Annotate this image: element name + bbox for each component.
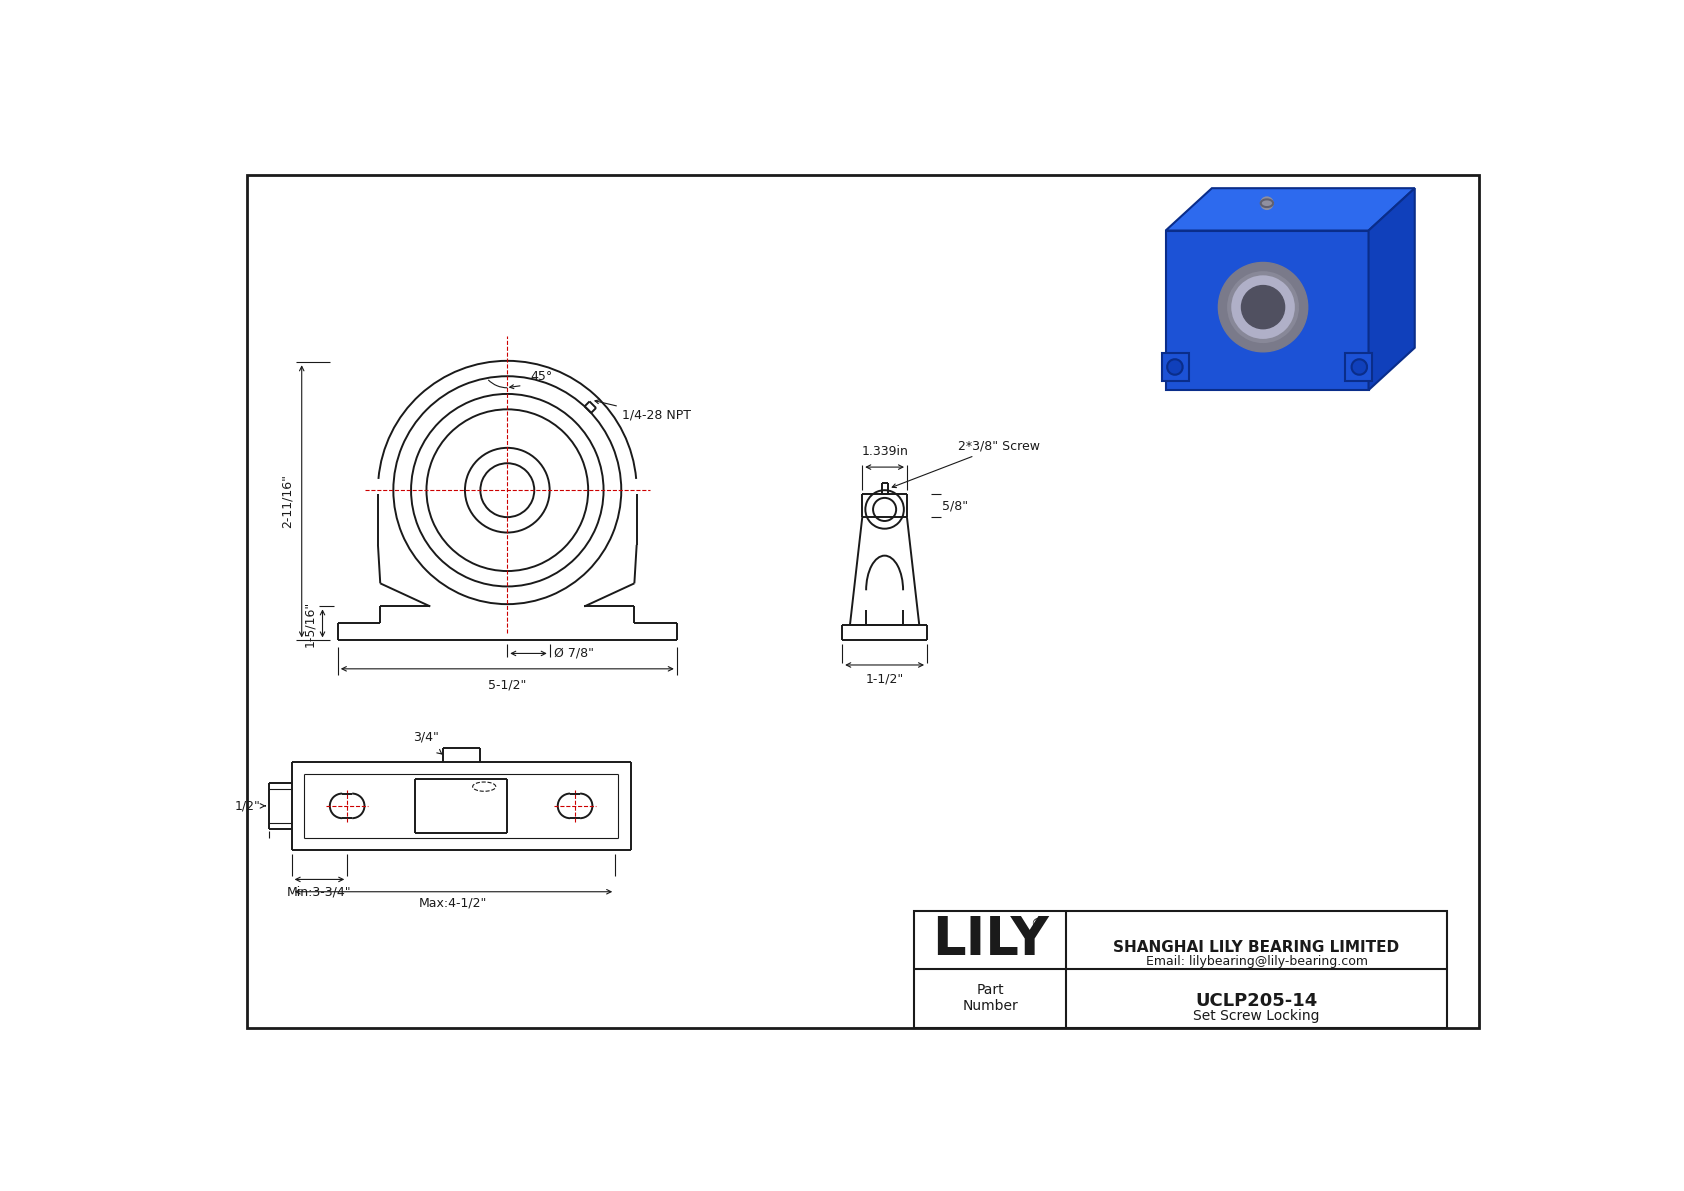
Text: Max:4-1/2": Max:4-1/2" — [419, 897, 488, 910]
Text: 45°: 45° — [530, 369, 552, 382]
Text: Ø 7/8": Ø 7/8" — [554, 647, 593, 660]
Text: 1/2": 1/2" — [236, 799, 261, 812]
Polygon shape — [1346, 353, 1372, 381]
Text: 2-11/16": 2-11/16" — [280, 474, 293, 529]
Polygon shape — [1162, 353, 1189, 381]
Text: Set Screw Locking: Set Screw Locking — [1194, 1009, 1320, 1023]
Text: 1/4-28 NPT: 1/4-28 NPT — [594, 400, 690, 422]
Circle shape — [1241, 286, 1285, 329]
Circle shape — [1219, 262, 1308, 351]
Text: SHANGHAI LILY BEARING LIMITED: SHANGHAI LILY BEARING LIMITED — [1113, 940, 1399, 955]
Text: LILY: LILY — [931, 913, 1049, 966]
Text: Part
Number: Part Number — [962, 984, 1017, 1014]
Text: 5/8": 5/8" — [943, 499, 968, 512]
Text: Email: lilybearing@lily-bearing.com: Email: lilybearing@lily-bearing.com — [1145, 955, 1367, 968]
Circle shape — [1261, 197, 1273, 210]
Bar — [914, 911, 1447, 1028]
Polygon shape — [1369, 188, 1415, 391]
Text: 3/4": 3/4" — [413, 731, 440, 744]
Text: 1-1/2": 1-1/2" — [866, 673, 904, 686]
Polygon shape — [1165, 188, 1415, 231]
Text: 5-1/2": 5-1/2" — [488, 679, 527, 692]
Text: 1.339in: 1.339in — [861, 445, 908, 457]
Text: 1-5/16": 1-5/16" — [303, 600, 317, 647]
Text: Min:3-3/4": Min:3-3/4" — [286, 886, 352, 898]
Text: ®: ® — [1031, 917, 1044, 931]
Text: UCLP205-14: UCLP205-14 — [1196, 992, 1317, 1010]
Circle shape — [1352, 360, 1367, 375]
Text: 2*3/8" Screw: 2*3/8" Screw — [893, 439, 1039, 487]
Circle shape — [1229, 273, 1297, 341]
Polygon shape — [1165, 231, 1369, 391]
Circle shape — [1167, 360, 1182, 375]
